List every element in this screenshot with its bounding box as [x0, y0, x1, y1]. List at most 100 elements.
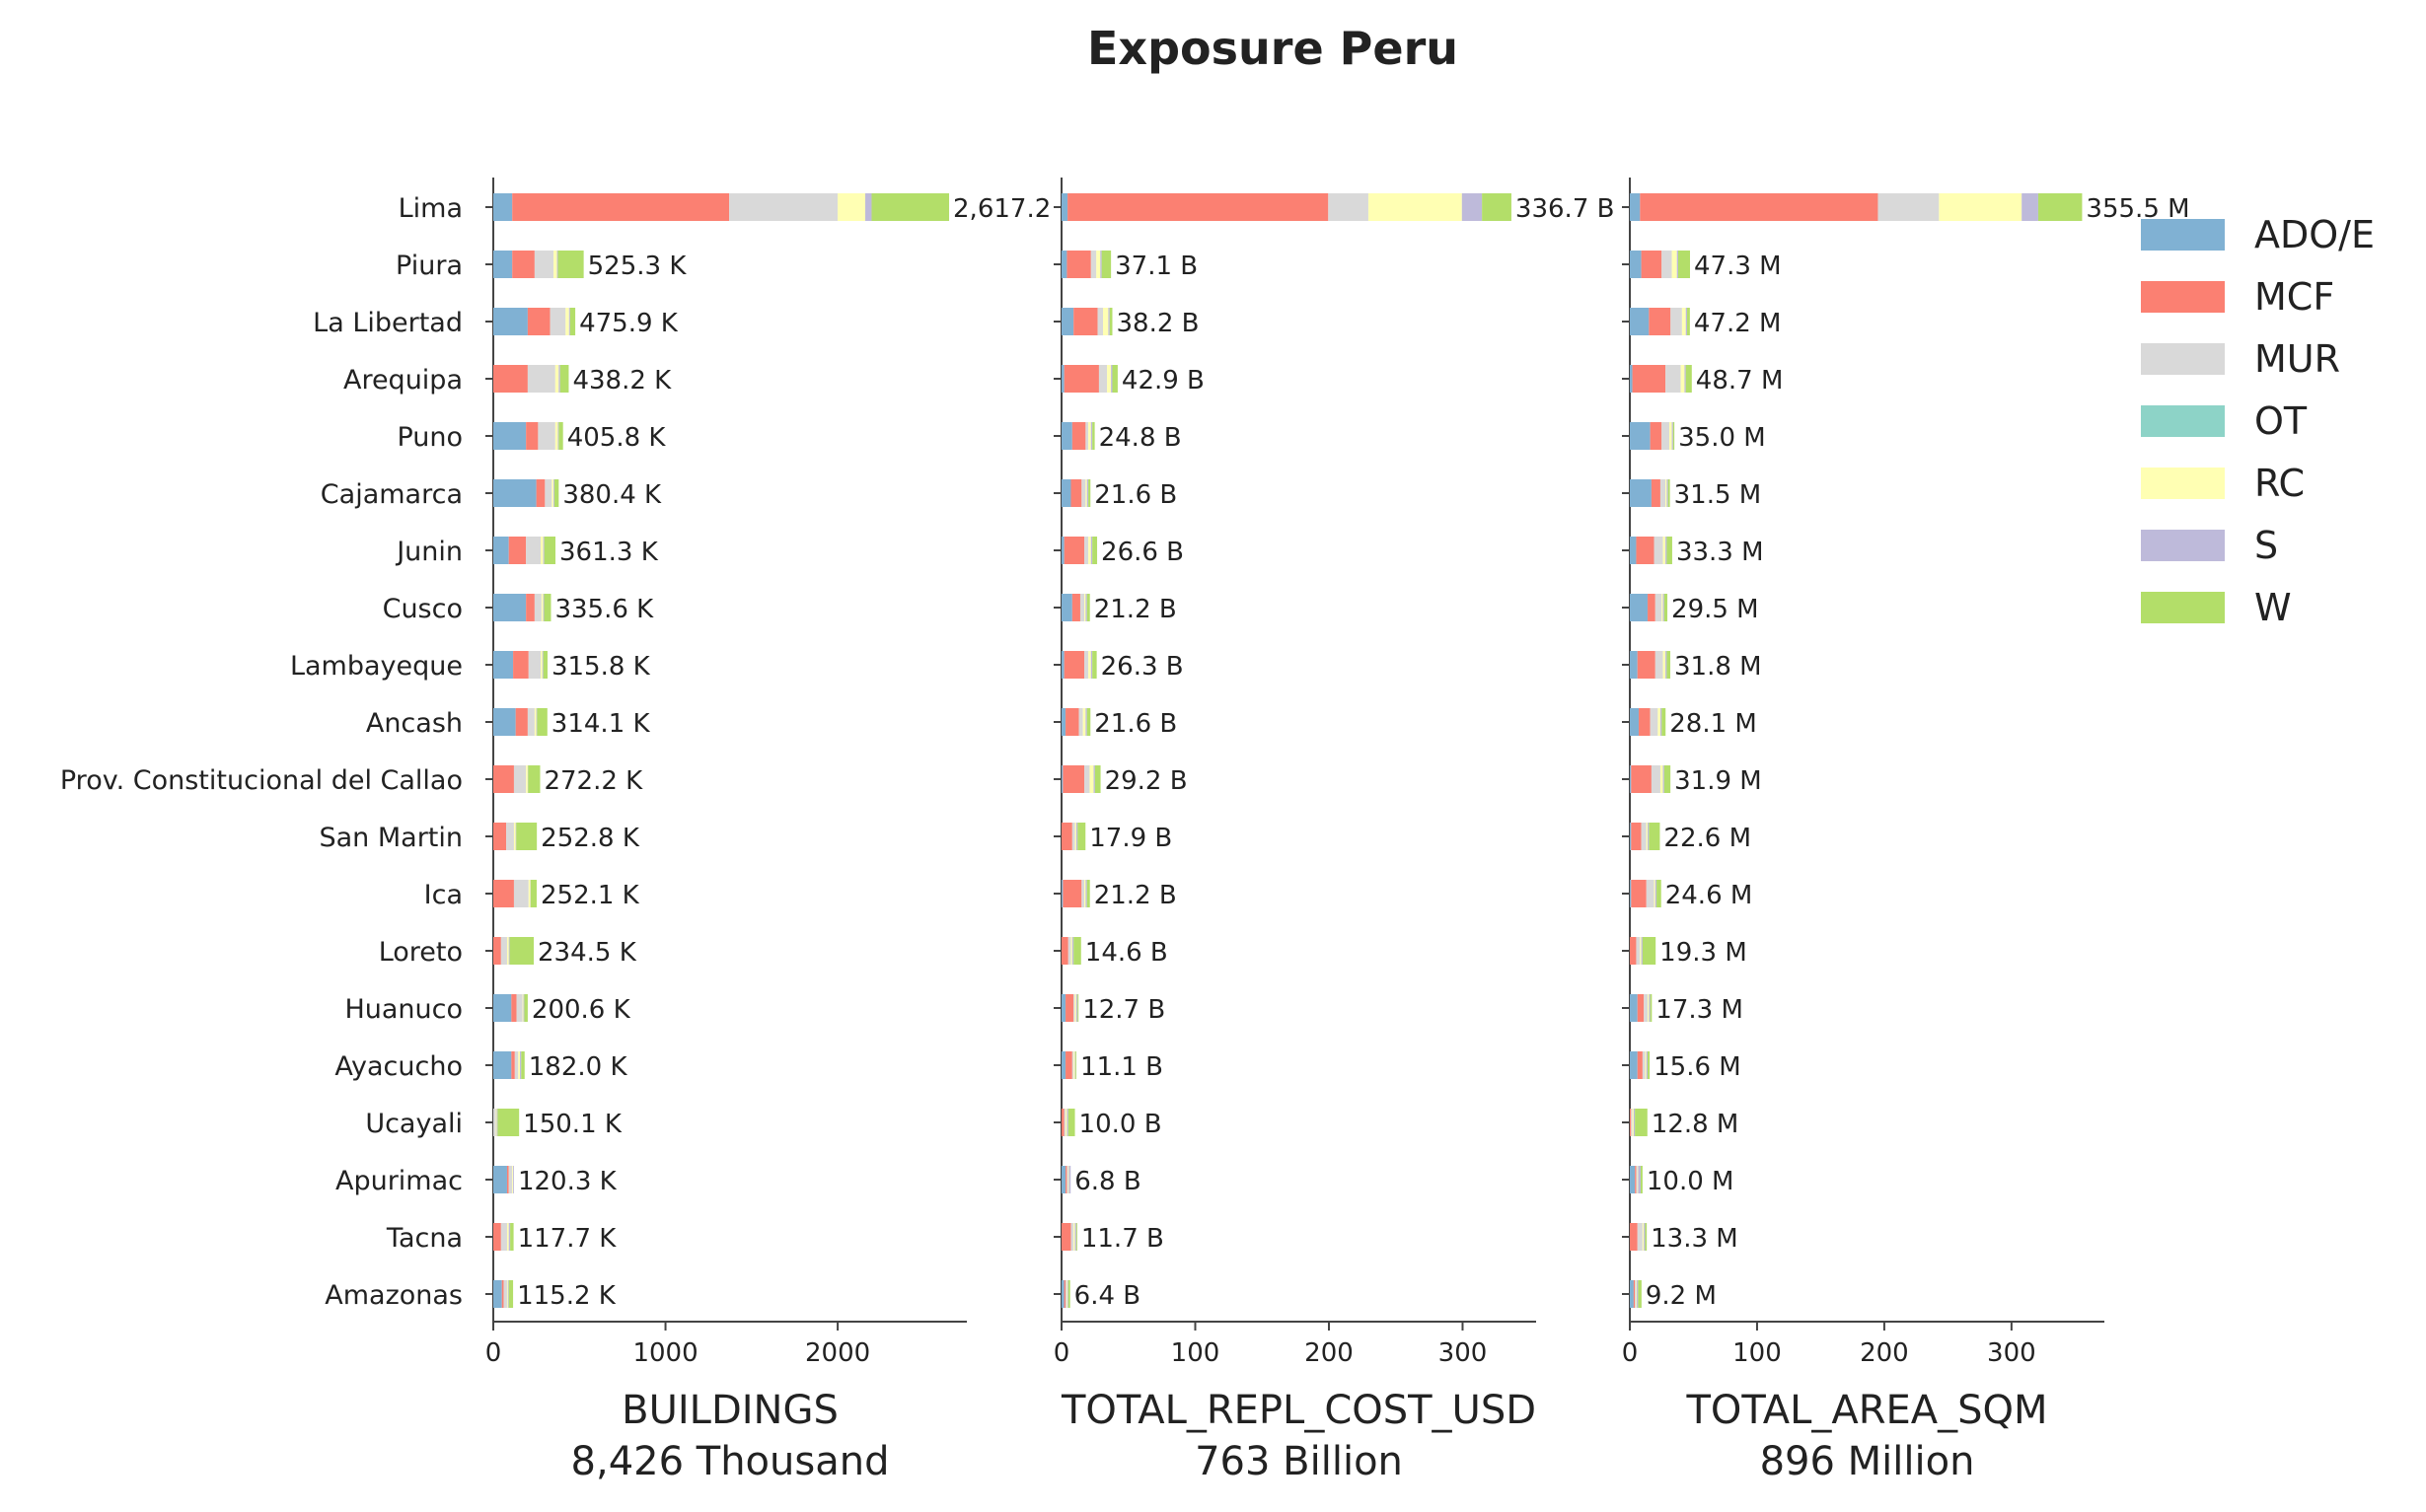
bar-segment — [514, 880, 529, 907]
bar-segment — [1084, 765, 1089, 793]
bar-segment — [1085, 479, 1086, 507]
bar-total-label: 234.5 K — [538, 938, 637, 968]
category-label: Ancash — [366, 708, 463, 739]
bar-segment — [1062, 1223, 1070, 1251]
bar-segment — [513, 651, 529, 679]
bar-segment — [1098, 308, 1103, 335]
bar-segment — [531, 880, 537, 907]
bar-segment — [526, 594, 535, 621]
bar-segment — [1663, 594, 1664, 621]
bar-segment — [1673, 422, 1674, 450]
bar-segment — [493, 365, 528, 393]
bar-segment — [865, 193, 871, 221]
bar-total-label: 12.8 M — [1652, 1110, 1739, 1139]
bar-segment — [528, 765, 540, 793]
bar-segment — [1067, 193, 1328, 221]
bar-segment — [1077, 823, 1085, 850]
bar-segment — [1102, 251, 1111, 278]
bar-segment — [1665, 365, 1680, 393]
bar-total-label: 48.7 M — [1696, 366, 1784, 396]
bar-segment — [1660, 765, 1663, 793]
bar-segment — [1079, 708, 1083, 736]
category-label: Arequipa — [343, 365, 463, 396]
bar-segment — [1070, 1223, 1073, 1251]
category-label: Huanuco — [344, 994, 463, 1025]
bar-total-label: 252.1 K — [541, 881, 640, 910]
bar-total-label: 21.6 B — [1094, 480, 1177, 510]
bar-segment — [1062, 1051, 1066, 1079]
category-label: Lima — [399, 193, 463, 224]
bar-segment — [1084, 594, 1085, 621]
bar-segment — [1639, 708, 1651, 736]
bar-total-label: 47.3 M — [1694, 252, 1782, 281]
bar-segment — [1644, 1223, 1645, 1251]
bar-segment — [1110, 308, 1113, 335]
bar-segment — [517, 994, 523, 1022]
bar-segment — [1091, 537, 1092, 564]
bar-segment — [551, 308, 566, 335]
bar-segment — [507, 1223, 509, 1251]
bar-total-label: 200.6 K — [532, 995, 631, 1025]
bar-segment — [1643, 1051, 1646, 1079]
bar-segment — [1099, 365, 1107, 393]
bar-segment — [544, 594, 545, 621]
bar-segment — [513, 1166, 514, 1193]
bar-segment — [1096, 251, 1100, 278]
bar-total-label: 120.3 K — [518, 1167, 618, 1196]
bar-segment — [544, 594, 551, 621]
bar-segment — [1063, 765, 1084, 793]
bar-segment — [1652, 479, 1660, 507]
bar-segment — [1085, 594, 1086, 621]
bar-segment — [1112, 365, 1117, 393]
bar-segment — [535, 708, 537, 736]
bar-segment — [1062, 1166, 1066, 1193]
bar-segment — [570, 308, 575, 335]
bar-segment — [1635, 1280, 1636, 1308]
bar-segment — [1656, 880, 1661, 907]
bar-segment — [1640, 937, 1641, 965]
bar-segment — [1083, 708, 1086, 736]
bar-segment — [1092, 537, 1097, 564]
bar-segment — [1073, 937, 1081, 965]
bar-total-label: 438.2 K — [572, 366, 672, 396]
bar-segment — [1087, 594, 1090, 621]
bar-segment — [1076, 1223, 1077, 1251]
bar-segment — [526, 765, 528, 793]
bar-total-label: 17.3 M — [1655, 995, 1743, 1025]
x-tick-label: 200 — [1860, 1338, 1909, 1368]
bar-total-label: 26.3 B — [1101, 652, 1184, 682]
bar-segment — [516, 708, 528, 736]
bar-segment — [506, 823, 514, 850]
bar-segment — [509, 1166, 512, 1193]
bar-total-label: 35.0 M — [1678, 423, 1766, 453]
panel-subtitle: 896 Million — [1760, 1439, 1975, 1484]
bar-segment — [2022, 193, 2038, 221]
bar-segment — [1075, 1223, 1076, 1251]
legend-label: OT — [2254, 399, 2308, 443]
bar-segment — [1642, 251, 1662, 278]
panel-subtitle: 8,426 Thousand — [571, 1439, 890, 1484]
bar-segment — [1085, 880, 1086, 907]
bar-segment — [521, 1051, 524, 1079]
bar-segment — [1631, 765, 1652, 793]
bar-segment — [1638, 1166, 1639, 1193]
bar-segment — [1630, 994, 1638, 1022]
bar-segment — [1066, 1109, 1067, 1136]
bar-total-label: 182.0 K — [529, 1052, 628, 1082]
bar-segment — [554, 479, 558, 507]
bar-segment — [1077, 994, 1078, 1022]
bar-segment — [1062, 422, 1072, 450]
bar-segment — [1939, 193, 2022, 221]
bar-segment — [1062, 937, 1068, 965]
bar-segment — [493, 765, 514, 793]
bar-segment — [1072, 1051, 1073, 1079]
bar-segment — [1630, 308, 1649, 335]
bar-segment — [509, 937, 510, 965]
bar-segment — [1073, 994, 1074, 1022]
bar-segment — [493, 1166, 507, 1193]
bar-segment — [537, 708, 547, 736]
bar-segment — [1066, 1280, 1067, 1308]
bar-segment — [1066, 1166, 1067, 1193]
bar-segment — [1068, 1109, 1075, 1136]
legend-label: S — [2254, 524, 2278, 567]
